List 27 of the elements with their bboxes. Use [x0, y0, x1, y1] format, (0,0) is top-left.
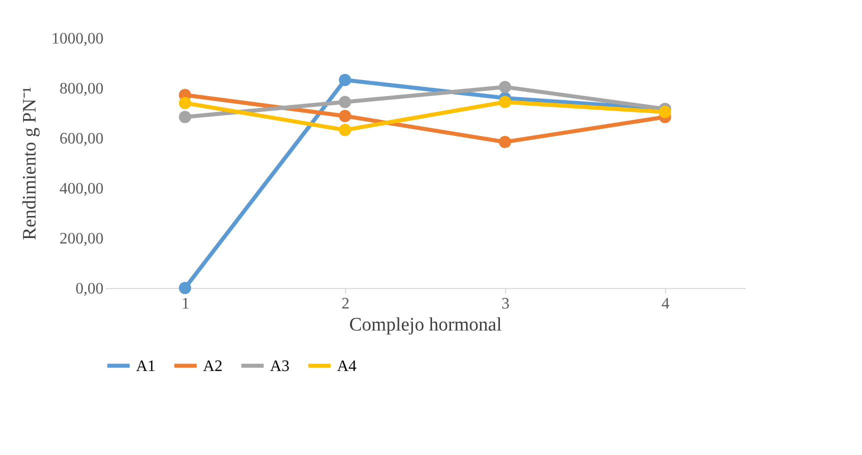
- legend-label: A2: [203, 358, 223, 375]
- x-tick-label: 4: [662, 296, 670, 312]
- y-tick-label: 200,00: [60, 230, 104, 248]
- y-tick-label: 600,00: [60, 130, 104, 148]
- y-tick-label: 800,00: [60, 80, 104, 98]
- point: [178, 96, 192, 110]
- point: [498, 136, 512, 148]
- legend-label: A3: [270, 358, 290, 375]
- y-tick-label: 0,00: [76, 280, 104, 298]
- x-tick-label: 1: [182, 296, 190, 312]
- point: [498, 96, 512, 108]
- point: [178, 110, 192, 124]
- point: [338, 110, 352, 122]
- legend-label: A1: [136, 358, 156, 375]
- y-tick-label: 1000,00: [52, 30, 104, 48]
- point: [178, 282, 192, 294]
- point: [338, 96, 352, 108]
- point: [658, 106, 672, 118]
- x-axis-title: Complejo hormonal: [349, 314, 502, 336]
- x-tick-label: 2: [342, 296, 350, 312]
- legend-label: A4: [337, 358, 357, 375]
- point: [498, 80, 512, 94]
- point: [338, 124, 352, 136]
- y-axis-title: Rendimiento g PN⁻¹: [20, 86, 40, 240]
- x-tick-label: 3: [502, 296, 510, 312]
- point: [338, 74, 352, 86]
- y-tick-label: 400,00: [60, 180, 104, 198]
